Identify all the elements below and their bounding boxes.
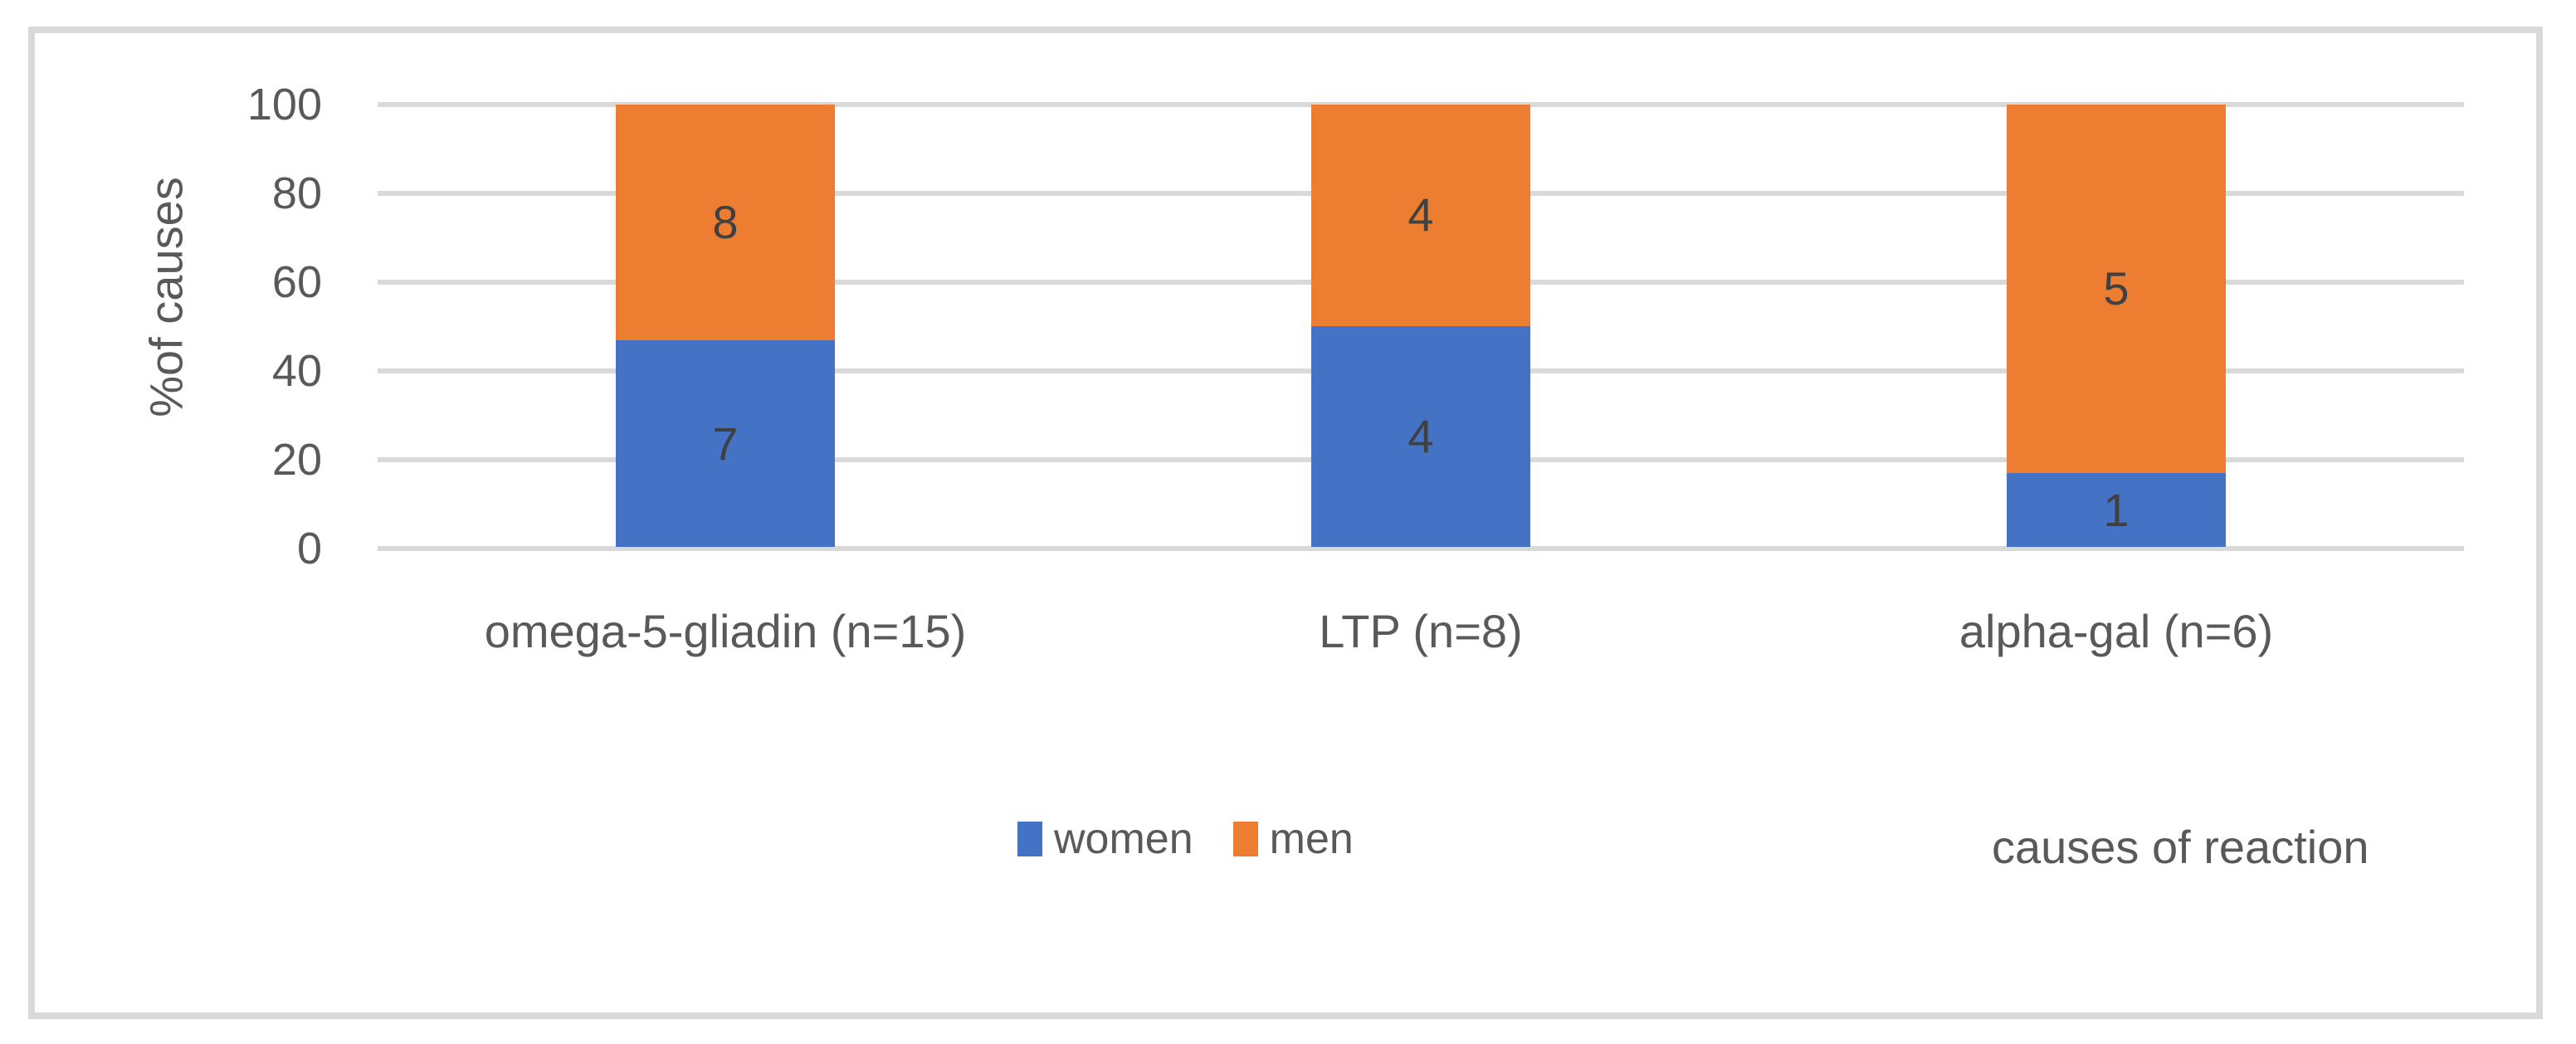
gridline-0	[378, 546, 2464, 551]
bar-segment-women: 1	[2007, 473, 2226, 547]
y-axis-tick-label-40: 40	[271, 346, 322, 396]
bar-segment-men: 5	[2007, 105, 2226, 474]
data-label-men: 8	[712, 196, 739, 249]
y-axis-tick-label-100: 100	[246, 80, 322, 129]
legend-swatch-women	[1017, 822, 1042, 856]
legend-swatch-men	[1232, 822, 1258, 856]
chart-border-frame	[28, 27, 2543, 1019]
data-label-women: 7	[712, 417, 739, 470]
bar-segment-men: 4	[1311, 105, 1530, 326]
x-axis-category-label-3: alpha-gal (n=6)	[1959, 605, 2274, 657]
bar-segment-women: 4	[1311, 325, 1530, 547]
y-axis-tick-labels: 0 20 40 60 80 100	[0, 0, 322, 1044]
y-axis-tick-label-0: 0	[296, 524, 322, 573]
legend-label-women: women	[1054, 815, 1193, 863]
legend-item-women: women	[1017, 817, 1193, 861]
data-label-men: 4	[1408, 188, 1434, 241]
x-axis-category-label-2: LTP (n=8)	[1319, 605, 1523, 657]
x-axis-title: causes of reaction	[1992, 821, 2369, 873]
legend: women men	[1017, 817, 1354, 861]
data-label-women: 1	[2103, 483, 2130, 536]
legend-item-men: men	[1232, 815, 1354, 863]
y-axis-tick-label-80: 80	[271, 168, 322, 218]
y-axis-tick-label-20: 20	[271, 435, 322, 485]
data-label-men: 5	[2103, 262, 2130, 315]
data-label-women: 4	[1408, 409, 1434, 462]
x-axis-category-label-1: omega-5-gliadin (n=15)	[484, 605, 967, 657]
bar-segment-women: 7	[616, 340, 835, 547]
y-axis-tick-label-60: 60	[271, 257, 322, 307]
bar-segment-men: 8	[616, 105, 835, 341]
legend-label-men: men	[1269, 815, 1354, 863]
